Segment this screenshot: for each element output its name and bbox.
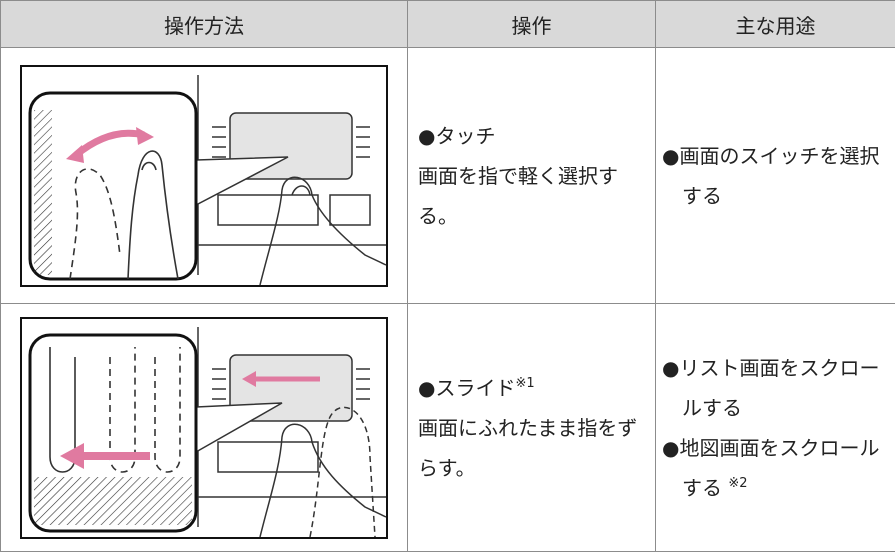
- footnote-mark: ※1: [515, 375, 535, 391]
- gesture-description: 画面にふれたまま指をずらす。: [418, 415, 638, 480]
- use-cell: ●リスト画面をスクロールする ●地図画面をスクロールする ※2: [655, 303, 895, 552]
- use-item: ●画面のスイッチを選択する: [662, 143, 880, 208]
- operation-cell: ●スライド※1 画面にふれたまま指をずらす。: [407, 303, 656, 552]
- operation-cell: ●タッチ 画面を指で軽く選択する。: [407, 47, 656, 304]
- header-cell: 操作方法: [0, 0, 408, 48]
- gesture-description: 画面を指で軽く選択する。: [418, 163, 618, 228]
- gesture-name: ●タッチ: [418, 123, 496, 148]
- use-item: ●地図画面をスクロールする: [662, 435, 880, 500]
- illustration-cell: [0, 303, 408, 552]
- gesture-name: ●スライド: [418, 375, 516, 400]
- footnote-mark: ※2: [728, 475, 748, 491]
- slide-illustration: [20, 316, 388, 539]
- header-row: 操作方法 操作 主な用途: [0, 0, 895, 48]
- header-cell: 操作: [407, 0, 656, 48]
- use-item: ●リスト画面をスクロールする: [662, 355, 880, 420]
- use-cell: ●画面のスイッチを選択する: [655, 47, 895, 304]
- use-item-line: ●地図画面をスクロールする ※2: [662, 428, 887, 508]
- row: ●スライド※1 画面にふれたまま指をずらす。 ●リスト画面をスクロールする ●地…: [0, 303, 895, 552]
- header-cell: 主な用途: [655, 0, 895, 48]
- gesture-name-line: ●スライド※1: [418, 368, 645, 408]
- illustration-cell: [0, 47, 408, 304]
- row: ●タッチ 画面を指で軽く選択する。 ●画面のスイッチを選択する: [0, 47, 895, 304]
- touch-illustration: [20, 64, 388, 287]
